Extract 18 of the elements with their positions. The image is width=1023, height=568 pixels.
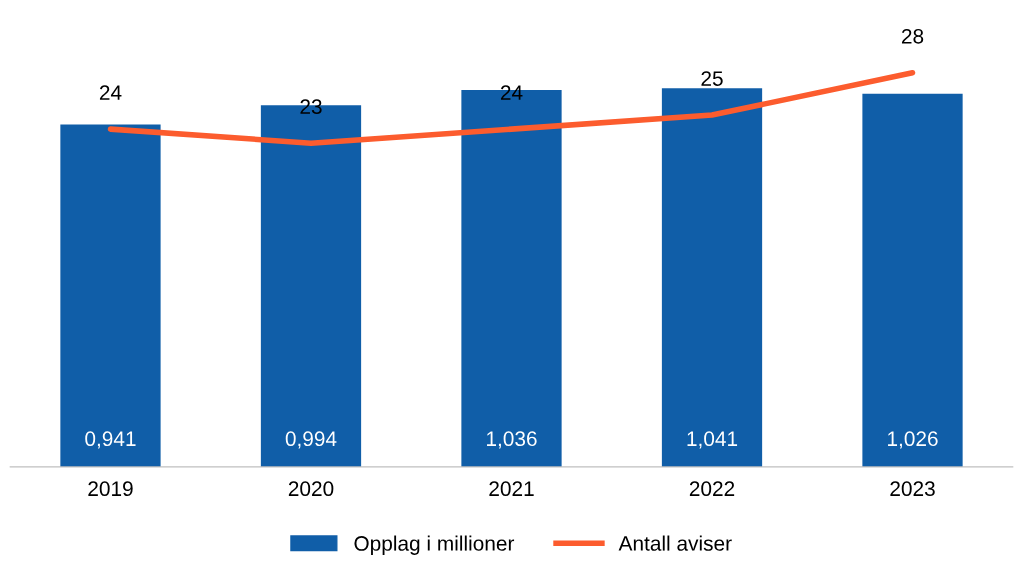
- bar: [862, 93, 963, 467]
- data-label: 24: [99, 85, 122, 100]
- data-label: 1,026: [888, 431, 938, 449]
- data-label: 0,941: [85, 431, 136, 449]
- data-label: 1,036: [487, 431, 537, 449]
- x-tick-label: 2021: [489, 481, 534, 497]
- data-label: 1,041: [687, 431, 738, 449]
- bar: [661, 88, 763, 467]
- data-label: 28: [901, 28, 924, 44]
- bar: [60, 124, 161, 467]
- x-tick-label: 2023: [890, 481, 935, 497]
- legend-label: Antall aviser: [618, 535, 732, 551]
- legend-label: Opplag i millioner: [354, 535, 515, 555]
- data-label: 25: [701, 71, 723, 86]
- x-tick-label: 2020: [288, 481, 334, 497]
- x-tick-label: 2022: [689, 481, 735, 497]
- x-tick-label: 2019: [88, 481, 133, 497]
- data-label: 0,994: [285, 431, 337, 449]
